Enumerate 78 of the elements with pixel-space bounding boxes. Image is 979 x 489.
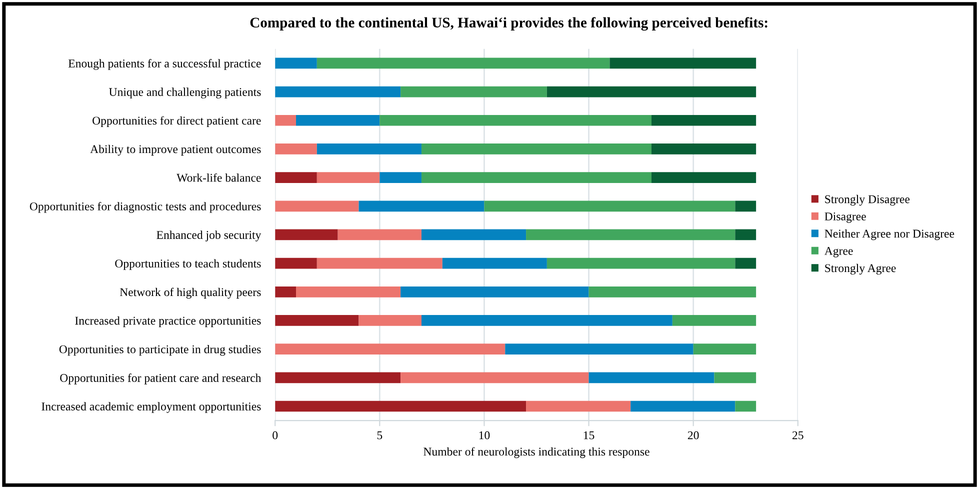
x-axis-title: Number of neurologists indicating this response (424, 447, 650, 458)
bar (316, 258, 442, 269)
bar (275, 286, 296, 298)
bar (316, 58, 610, 69)
bar (526, 229, 736, 240)
x-tick-label: 5 (377, 431, 382, 440)
y-tick-label: Enough patients for a successful practice (68, 59, 261, 70)
y-tick-label: Network of high quality peers (120, 288, 261, 299)
bar (358, 315, 422, 326)
bar (652, 114, 756, 126)
y-tick-label: Increased private practice opportunities (75, 316, 261, 328)
bar (588, 372, 714, 384)
bar (275, 258, 317, 269)
bar (610, 58, 756, 69)
bar (296, 286, 401, 298)
bar (400, 86, 547, 98)
bar (275, 200, 359, 212)
bar (652, 144, 756, 154)
y-tick-label: Opportunities for direct patient care (92, 116, 261, 128)
bar (275, 114, 296, 126)
bar (652, 172, 756, 183)
x-tick-label: 0 (272, 431, 278, 440)
bar (505, 344, 694, 354)
y-tick-label: Enhanced job security (156, 230, 262, 242)
bar (630, 400, 736, 412)
bar (693, 344, 756, 354)
bar (400, 286, 589, 298)
bar (526, 400, 631, 412)
bar (380, 114, 652, 126)
bar (421, 315, 672, 326)
chart-title: Compared to the continental US, Hawai‘i provides the following perceived benefits: (250, 17, 768, 31)
bar (484, 200, 736, 212)
x-tick-label: 10 (479, 431, 490, 440)
y-tick-label: Opportunities to participate in drug studies (59, 344, 261, 356)
legend-label: Strongly Disagree (825, 194, 910, 206)
bar (546, 86, 756, 98)
bar (421, 229, 526, 240)
bar (358, 200, 484, 212)
bar (714, 372, 756, 384)
y-tick-label: Opportunities for diagnostic tests and procedures (30, 202, 261, 213)
bar (316, 172, 380, 183)
bar (735, 400, 756, 412)
legend-label: Disagree (824, 212, 866, 223)
bar (275, 86, 401, 98)
bar (546, 258, 736, 269)
bar (421, 144, 652, 154)
x-tick-label: 25 (792, 431, 804, 440)
bar (275, 344, 506, 354)
bar (735, 229, 756, 240)
bar (380, 172, 422, 183)
y-tick-label: Increased academic employment opportunities (42, 402, 261, 413)
bar (275, 229, 338, 240)
bar (275, 400, 526, 412)
bar (296, 114, 380, 126)
bar (275, 58, 317, 69)
y-tick-label: Opportunities for patient care and research (60, 374, 262, 384)
legend-label: Neither Agree nor Disagree (824, 229, 954, 240)
bar (275, 315, 359, 326)
bar (672, 315, 756, 326)
y-tick-label: Unique and challenging patients (109, 88, 261, 98)
legend-label: Strongly Agree (825, 264, 896, 275)
y-tick-label: Work-life balance (176, 173, 261, 182)
bar (400, 372, 589, 384)
bar (316, 144, 422, 154)
bar (735, 258, 756, 269)
y-tick-label: Ability to improve patient outcomes (90, 144, 261, 156)
bar (275, 144, 317, 154)
bar (421, 172, 652, 183)
x-tick-label: 20 (688, 431, 699, 440)
bar (735, 200, 756, 212)
bar (588, 286, 756, 298)
y-tick-label: Opportunities to teach students (115, 259, 261, 270)
bar (275, 372, 401, 384)
bar (275, 172, 317, 183)
bar (442, 258, 547, 269)
legend-label: Agree (824, 246, 853, 258)
x-tick-label: 15 (584, 431, 594, 440)
bar (338, 229, 422, 240)
